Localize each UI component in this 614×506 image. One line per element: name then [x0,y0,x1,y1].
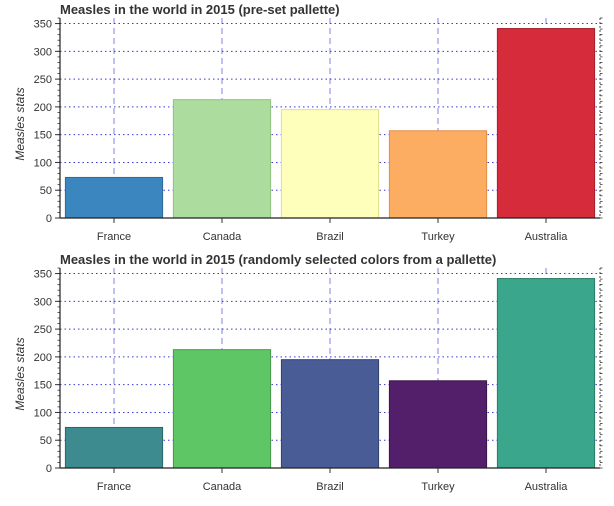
bar-canada [172,349,272,469]
y-axis-label: Measles stats [13,87,27,160]
x-tick-label: Brazil [316,231,344,243]
y-tick-label: 200 [34,102,52,114]
chart-svg-0: Measles in the world in 2015 (pre-set pa… [13,2,603,243]
chart-title: Measles in the world in 2015 (randomly s… [60,252,496,267]
y-tick-label: 50 [40,435,52,447]
y-tick-label: 150 [34,130,52,142]
x-tick-label: Turkey [421,481,455,493]
bar-france [64,176,164,219]
x-tick-label: Turkey [421,231,455,243]
bar-australia [496,28,596,219]
y-tick-label: 250 [34,324,52,336]
y-tick-label: 150 [34,380,52,392]
y-tick-label: 0 [46,463,52,475]
y-tick-label: 250 [34,74,52,86]
plot-area: 0 50 100 150 200 250 300 350 France Canada Brazil T… [34,17,603,243]
bar-brazil [280,359,380,469]
chart-title: Measles in the world in 2015 (pre-set pa… [60,2,340,17]
chart-preset-palette: Measles in the world in 2015 (pre-set pa… [0,0,614,250]
x-tick-label: France [97,231,131,243]
y-tick-label: 300 [34,296,52,308]
x-tick-label: Australia [525,481,569,493]
y-tick-label: 300 [34,46,52,58]
y-tick-label: 200 [34,352,52,364]
plot-area: 0 50 100 150 200 250 300 350 France Canada Brazil T… [34,267,603,493]
y-tick-label: 350 [34,19,52,31]
x-tick-label: Canada [203,481,242,493]
chart-svg-1: Measles in the world in 2015 (randomly s… [13,252,603,493]
bar-turkey [388,130,488,219]
bar-canada [172,99,272,219]
chart-random-palette: Measles in the world in 2015 (randomly s… [0,250,614,500]
y-axis-label: Measles stats [13,337,27,410]
y-tick-label: 50 [40,185,52,197]
x-tick-label: Canada [203,231,242,243]
bar-australia [496,278,596,469]
x-tick-label: France [97,481,131,493]
bar-turkey [388,380,488,469]
bar-brazil [280,109,380,219]
bar-france [64,426,164,469]
y-tick-label: 0 [46,213,52,225]
x-tick-label: Brazil [316,481,344,493]
y-tick-label: 350 [34,269,52,281]
x-tick-label: Australia [525,231,569,243]
y-tick-label: 100 [34,407,52,419]
y-tick-label: 100 [34,157,52,169]
